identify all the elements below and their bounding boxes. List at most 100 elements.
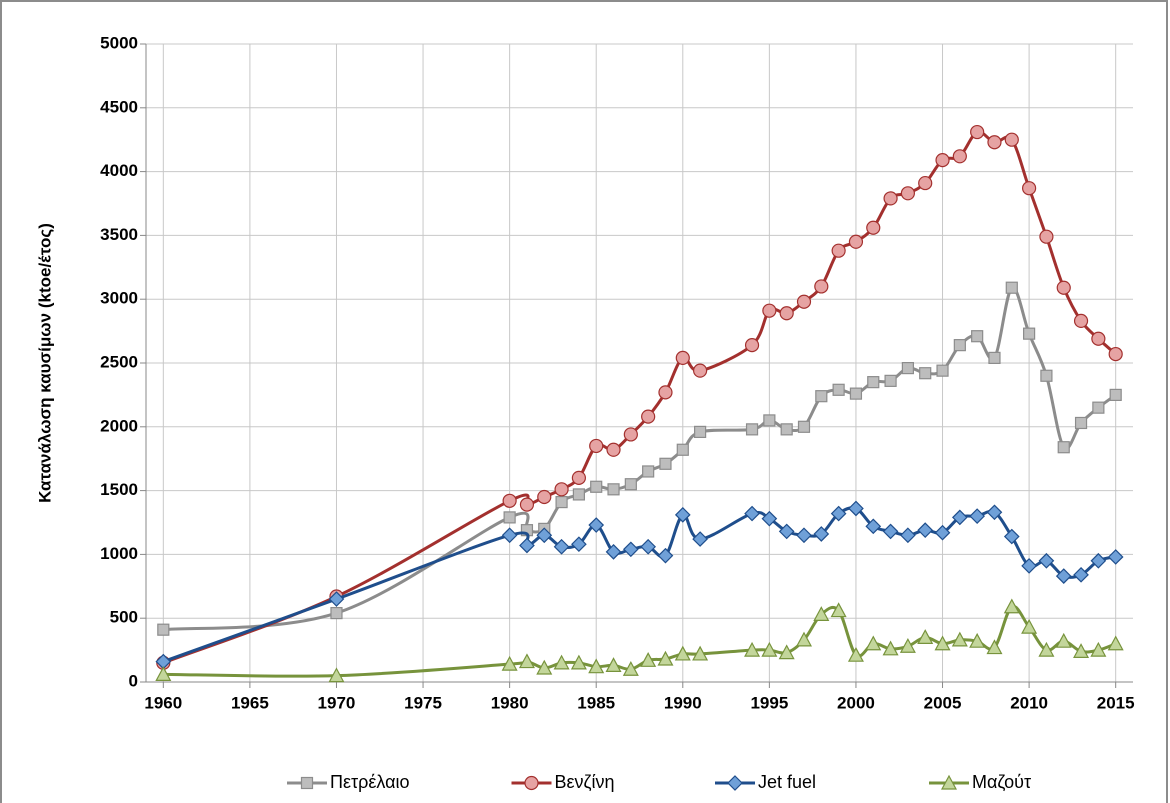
- marker: [900, 527, 916, 544]
- marker: [328, 667, 345, 683]
- marker: [813, 526, 830, 542]
- marker: [796, 527, 812, 544]
- marker: [761, 510, 778, 527]
- y-tick-label: 5000: [100, 33, 138, 52]
- marker: [642, 465, 655, 478]
- marker: [780, 423, 793, 436]
- marker: [1108, 346, 1123, 362]
- marker: [676, 443, 689, 456]
- marker: [761, 641, 778, 657]
- marker: [934, 524, 951, 541]
- x-tick-label: 1985: [577, 693, 615, 712]
- marker: [622, 660, 639, 676]
- marker: [762, 303, 777, 318]
- marker: [884, 374, 897, 387]
- marker: [1109, 388, 1122, 401]
- x-tick-label: 1970: [318, 693, 356, 712]
- marker: [330, 606, 343, 620]
- marker: [605, 657, 622, 673]
- marker: [1074, 416, 1088, 430]
- x-tick-label: 1995: [750, 693, 788, 712]
- marker: [555, 495, 568, 509]
- marker: [657, 650, 674, 666]
- x-tick-label: 1960: [144, 693, 182, 712]
- marker: [1055, 632, 1072, 648]
- marker: [1090, 641, 1107, 657]
- legend-item: Μαζούτ: [929, 772, 1031, 792]
- marker: [882, 640, 899, 656]
- marker: [744, 338, 760, 353]
- marker: [1021, 618, 1038, 634]
- marker: [657, 547, 674, 564]
- marker: [1003, 528, 1020, 545]
- marker: [1073, 643, 1090, 658]
- marker: [1039, 229, 1054, 244]
- marker: [987, 135, 1002, 150]
- marker: [554, 482, 569, 497]
- marker: [1003, 598, 1020, 614]
- marker: [605, 543, 622, 560]
- marker: [935, 153, 950, 168]
- marker: [692, 645, 709, 661]
- marker: [1057, 441, 1070, 454]
- y-tick-label: 4500: [100, 97, 138, 116]
- marker: [952, 149, 967, 164]
- marker: [917, 522, 934, 539]
- marker: [623, 427, 638, 442]
- marker: [553, 538, 570, 555]
- marker: [606, 442, 621, 457]
- y-tick-label: 3000: [100, 289, 138, 308]
- marker: [918, 175, 933, 191]
- marker: [641, 409, 656, 424]
- marker: [882, 523, 899, 540]
- x-tick-label: 2015: [1097, 693, 1135, 712]
- marker: [503, 511, 516, 524]
- marker: [694, 425, 707, 439]
- marker: [622, 541, 639, 558]
- x-tick-label: 1980: [491, 693, 529, 712]
- marker: [674, 645, 691, 661]
- marker: [865, 635, 882, 651]
- marker: [607, 483, 620, 496]
- marker: [813, 606, 830, 621]
- marker: [953, 339, 966, 352]
- y-tick-label: 1000: [100, 544, 138, 563]
- marker: [951, 509, 968, 526]
- marker: [1107, 549, 1124, 565]
- marker: [588, 517, 605, 533]
- marker: [848, 234, 864, 249]
- marker: [501, 527, 518, 544]
- legend-label: Μαζούτ: [972, 772, 1031, 792]
- marker: [572, 488, 585, 501]
- marker: [502, 493, 517, 508]
- marker: [814, 279, 829, 294]
- marker: [675, 350, 690, 365]
- x-tick-label: 1975: [404, 693, 442, 712]
- y-tick-label: 1500: [100, 480, 138, 499]
- x-tick-label: 1965: [231, 693, 269, 712]
- marker: [1073, 313, 1089, 328]
- marker: [519, 497, 535, 512]
- marker: [970, 124, 985, 140]
- marker: [1038, 641, 1055, 657]
- marker: [157, 623, 170, 636]
- marker: [969, 508, 986, 524]
- marker: [830, 602, 847, 618]
- marker: [1092, 401, 1105, 414]
- marker: [917, 629, 934, 644]
- marker: [900, 186, 915, 201]
- marker: [640, 652, 657, 667]
- x-tick-label: 2000: [837, 693, 875, 712]
- marker: [1073, 566, 1089, 583]
- y-tick-label: 2000: [100, 416, 138, 435]
- marker: [867, 376, 880, 389]
- marker: [553, 654, 570, 670]
- marker: [536, 659, 553, 675]
- marker: [1022, 181, 1037, 196]
- marker: [744, 505, 760, 522]
- marker: [745, 423, 759, 436]
- marker: [693, 363, 708, 378]
- y-axis-label: Κατανάλωση καυσίμων (ktoe/έτος): [35, 223, 54, 503]
